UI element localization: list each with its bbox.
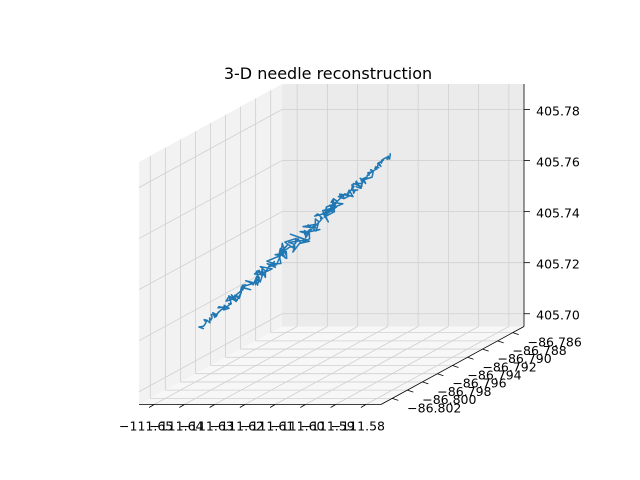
y-tick-mark xyxy=(482,348,489,352)
y-tick-label: −86.796 xyxy=(452,376,506,391)
x-tick-label: −111.65 xyxy=(119,419,173,434)
y-tick-mark xyxy=(437,373,444,377)
chart-title: 3-D needle reconstruction xyxy=(224,64,432,83)
x-tick-label: −111.61 xyxy=(240,419,294,434)
z-gridline xyxy=(138,313,283,393)
x-tick-label: −111.60 xyxy=(270,419,324,434)
x-tick-mark xyxy=(360,404,367,408)
z-tick-label: 405.78 xyxy=(536,104,580,119)
axes-ticks: −111.65−111.64−111.63−111.62−111.61−111.… xyxy=(119,104,582,434)
needle-series-line xyxy=(198,153,392,330)
axes-grid xyxy=(138,84,524,405)
z-gridline xyxy=(138,211,283,290)
y-tick-label: −86.802 xyxy=(407,400,461,415)
x-tick-mark xyxy=(209,404,215,408)
x-tick-mark xyxy=(330,404,336,408)
x-tick-mark xyxy=(179,404,185,408)
x-tick-label: −111.62 xyxy=(210,419,264,434)
y-tick-mark xyxy=(422,381,429,385)
y-tick-label: −86.790 xyxy=(497,351,551,366)
y-tick-mark xyxy=(467,356,474,360)
x-tick-label: −111.58 xyxy=(331,419,385,434)
y-tick-label: −86.786 xyxy=(528,335,582,350)
x-tick-mark xyxy=(300,404,306,408)
y-tick-mark xyxy=(392,397,399,401)
y-tick-mark xyxy=(512,332,519,336)
back-pane xyxy=(282,84,524,327)
y-tick-label: −86.800 xyxy=(422,392,476,407)
y-tick-mark xyxy=(452,365,459,368)
x-tick-label: −111.59 xyxy=(301,419,355,434)
z-gridline xyxy=(138,109,283,188)
y-tick-label: −86.792 xyxy=(482,359,536,374)
y-tick-label: −86.788 xyxy=(513,343,567,358)
z-tick-label: 405.76 xyxy=(536,155,580,170)
x-tick-mark xyxy=(148,404,155,408)
z-tick-label: 405.74 xyxy=(536,206,580,221)
needle-trace xyxy=(198,153,392,330)
x-tick-mark xyxy=(239,404,246,408)
y-tick-mark xyxy=(407,389,414,393)
x-tick-label: −111.63 xyxy=(180,419,234,434)
z-tick-label: 405.72 xyxy=(536,257,580,272)
y-tick-mark xyxy=(497,340,504,344)
z-tick-label: 405.70 xyxy=(536,308,580,323)
axes-panes xyxy=(139,84,524,405)
x-tick-label: −111.64 xyxy=(149,419,203,434)
y-tick-label: −86.798 xyxy=(437,384,491,399)
x-tick-mark xyxy=(269,404,276,408)
y-tick-label: −86.794 xyxy=(467,368,521,383)
z-gridline xyxy=(138,160,283,239)
